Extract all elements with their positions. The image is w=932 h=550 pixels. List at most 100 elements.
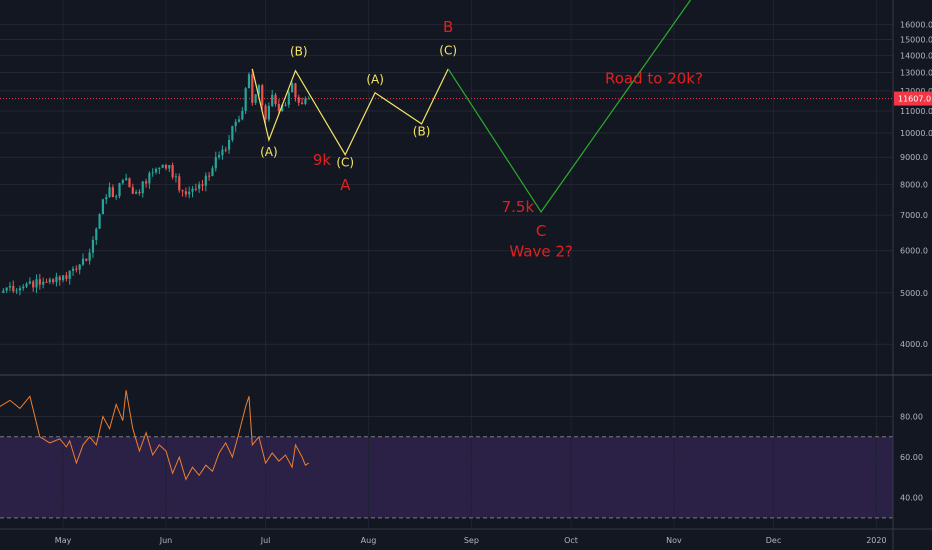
last-price-label: 11607.0 — [898, 95, 931, 104]
candle — [174, 173, 178, 183]
price-tick-label: 5000.0 — [900, 289, 928, 298]
candle — [274, 92, 277, 107]
candle — [2, 288, 5, 294]
projection-layer — [251, 0, 691, 213]
rsi-tick-label: 40.00 — [900, 494, 923, 503]
price-axis-background — [893, 0, 932, 550]
candle — [194, 183, 197, 192]
candle — [201, 179, 204, 191]
grid-layer — [0, 0, 893, 529]
candle — [244, 87, 247, 115]
candle — [184, 187, 188, 198]
x-tick-label: Dec — [766, 536, 781, 545]
candle — [8, 282, 12, 292]
candle — [264, 103, 267, 125]
candle — [191, 186, 194, 198]
last-price-badge — [894, 91, 932, 106]
candle — [304, 96, 307, 106]
candle — [125, 173, 128, 181]
candle — [25, 282, 28, 288]
candle — [300, 97, 304, 105]
price-tick-label: 12000.0 — [900, 87, 932, 96]
candle — [291, 81, 294, 93]
candle — [227, 134, 231, 154]
annotation-label: A — [340, 176, 351, 194]
candle — [151, 168, 154, 177]
candle — [294, 83, 297, 102]
candle — [287, 89, 290, 108]
rsi-band-fill — [0, 436, 893, 518]
candle — [208, 171, 211, 181]
candle — [5, 287, 8, 293]
x-tick-label: Nov — [666, 536, 682, 545]
candle — [154, 167, 158, 175]
price-tick-label: 6000.0 — [900, 247, 928, 256]
rsi-band-layer — [0, 436, 893, 518]
candle — [111, 184, 114, 198]
candle — [65, 271, 68, 282]
price-tick-label: 11000.0 — [900, 107, 932, 116]
candle — [18, 285, 22, 296]
candle — [138, 189, 141, 196]
price-tick-label: 13000.0 — [900, 68, 932, 77]
candle — [164, 163, 168, 171]
candle — [267, 102, 270, 122]
green-wave-projection — [447, 0, 691, 213]
candle — [91, 236, 95, 258]
price-tick-label: 14000.0 — [900, 51, 932, 60]
candle — [277, 98, 280, 115]
candle — [211, 165, 214, 177]
candle — [221, 145, 224, 160]
candle — [32, 279, 35, 292]
price-tick-label: 4000.0 — [900, 340, 928, 349]
candle — [105, 193, 108, 205]
candle — [88, 248, 91, 265]
candle — [231, 125, 234, 143]
annotation-label: 7.5k — [502, 198, 535, 216]
candle — [214, 151, 217, 172]
x-tick-label: Sep — [464, 536, 479, 545]
annotation-label: (B) — [290, 44, 308, 58]
candle — [261, 83, 264, 110]
annotation-label: (C) — [336, 155, 354, 169]
candle — [171, 162, 174, 180]
candle — [55, 272, 58, 287]
candle — [38, 273, 41, 290]
candle — [101, 198, 105, 215]
candle — [115, 194, 118, 200]
candle — [158, 167, 161, 175]
candle — [181, 189, 184, 197]
candle — [121, 178, 124, 185]
candle — [58, 275, 61, 286]
candle — [131, 183, 134, 195]
candle — [61, 275, 65, 283]
x-tick-label: 2020 — [866, 536, 886, 545]
candle — [52, 278, 55, 285]
candle — [251, 68, 254, 106]
candle — [271, 90, 274, 107]
price-tick-label: 10000.0 — [900, 129, 932, 138]
price-tick-label: 9000.0 — [900, 153, 928, 162]
candle — [307, 96, 310, 100]
annotation-label: 9k — [313, 151, 332, 169]
annotation-label: (C) — [439, 44, 457, 58]
annotation-label: (A) — [366, 72, 384, 86]
candle — [234, 119, 237, 132]
candle — [178, 173, 181, 193]
x-tick-label: Jun — [159, 536, 173, 545]
rsi-line — [0, 390, 309, 481]
candle — [284, 101, 287, 107]
candle — [28, 277, 31, 285]
tick-layer: May Jun Jul Aug Sep Oct Nov Dec 2020 4000.0 5000.0… — [55, 21, 932, 545]
rsi-layer — [0, 390, 309, 481]
annotation-label: Wave 2? — [509, 243, 572, 261]
candle — [241, 107, 244, 121]
candle — [204, 172, 207, 192]
candle — [135, 189, 138, 195]
candle — [218, 151, 221, 160]
candle — [144, 178, 148, 188]
price-tick-label: 15000.0 — [900, 35, 932, 44]
candle — [71, 266, 75, 276]
candle — [85, 258, 88, 262]
